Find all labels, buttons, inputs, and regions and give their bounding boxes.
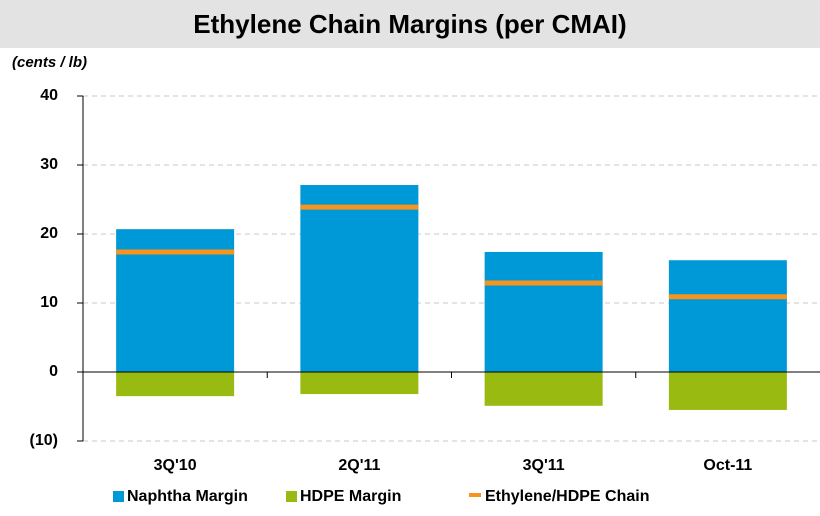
bar [668,372,787,410]
x-tick-label: 3Q'11 [523,457,565,474]
x-tick-label: Oct-11 [703,457,752,474]
legend-label: Naphtha Margin [127,488,248,505]
y-tick-label: 0 [49,363,58,380]
bar [668,260,787,372]
legend-swatch [113,491,124,502]
y-tick-label: 30 [40,156,58,173]
x-tick-label: 2Q'11 [338,457,380,474]
x-tick-label: 3Q'10 [154,457,197,474]
y-tick-label: 40 [40,87,58,104]
bar [300,372,419,395]
chart-title: Ethylene Chain Margins (per CMAI) [193,9,626,39]
title-band [0,0,820,48]
y-tick-label: 10 [40,294,58,311]
bar [484,372,603,406]
bar [300,185,419,372]
y-axis-label: (cents / lb) [12,54,87,71]
y-tick-label: 20 [40,225,58,242]
bar [116,372,235,397]
bar [484,251,603,372]
y-tick-label: (10) [30,432,58,449]
legend-label: HDPE Margin [300,488,401,505]
legend-swatch [286,491,297,502]
legend-label: Ethylene/HDPE Chain [485,488,649,505]
